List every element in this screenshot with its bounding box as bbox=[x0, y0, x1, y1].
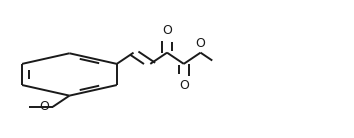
Text: O: O bbox=[196, 37, 205, 50]
Text: O: O bbox=[162, 24, 172, 37]
Text: O: O bbox=[39, 100, 49, 113]
Text: O: O bbox=[179, 79, 189, 92]
